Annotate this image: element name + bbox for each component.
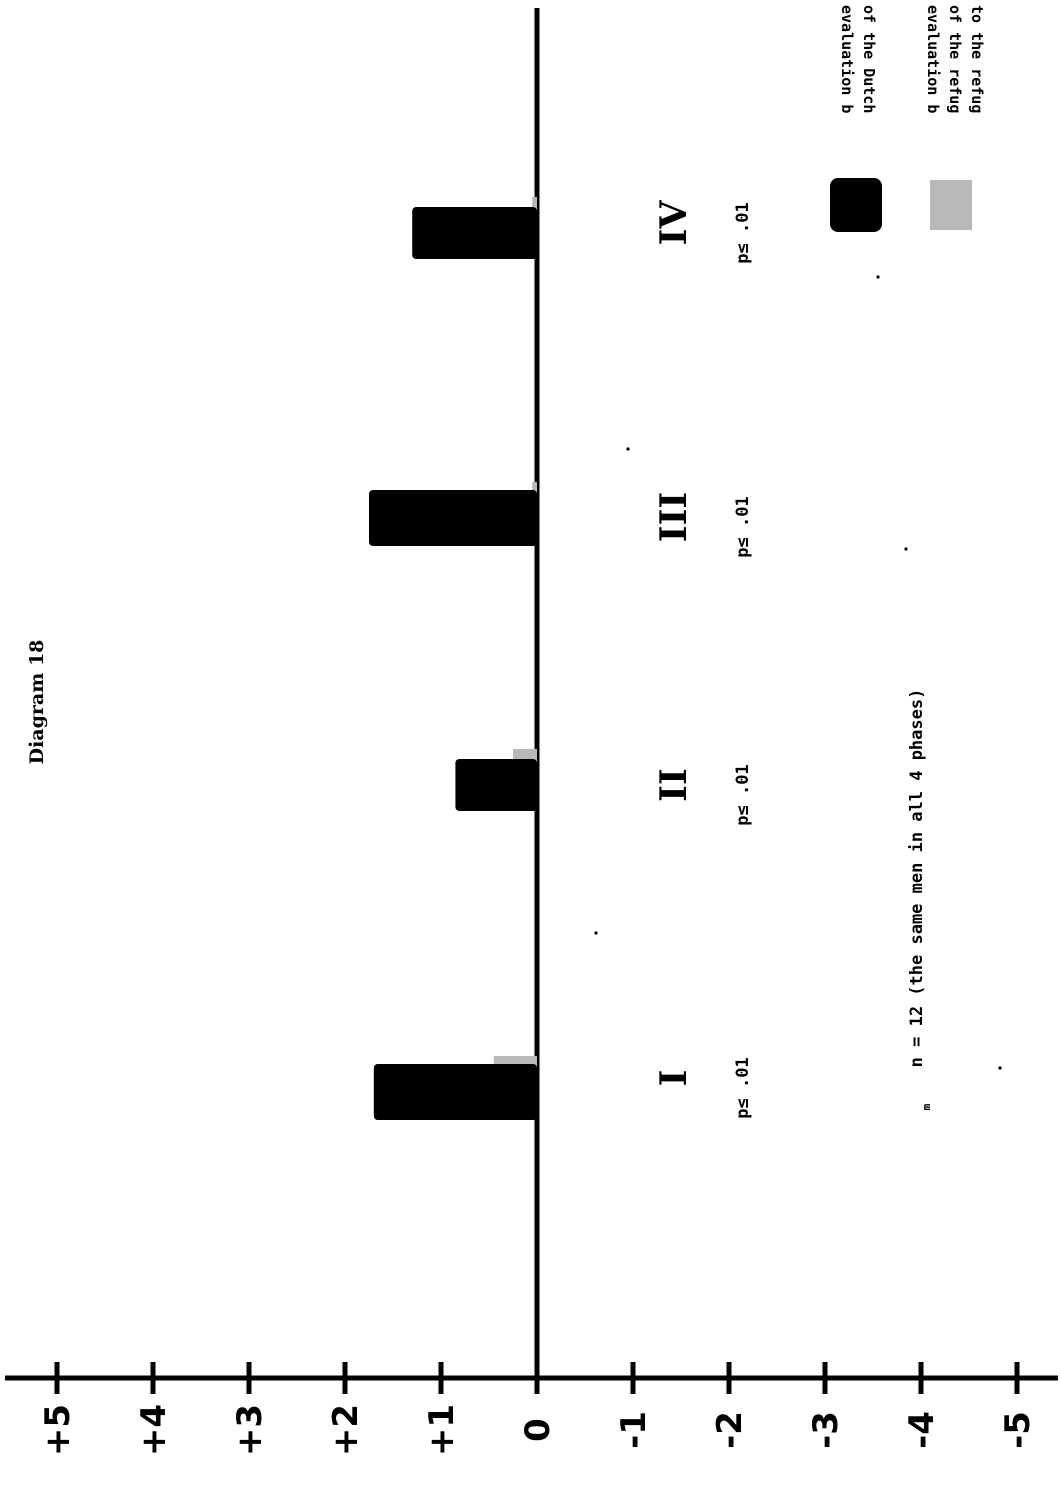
sample-note: n = 12 (the same men in all 4 phases) m: [907, 689, 933, 1111]
legend-swatch-refugees: [930, 180, 972, 230]
bar-dutch-IV: [412, 207, 537, 259]
significance-label-IV: p≤ .01: [733, 202, 753, 263]
y-tick-label-5: 0: [518, 1418, 558, 1442]
sample-note-subscript: m: [920, 1103, 933, 1110]
y-tick-label-9: -4: [902, 1411, 942, 1449]
category-label-III: III: [653, 492, 695, 543]
chart-title: Diagram 18: [26, 640, 48, 765]
y-tick-label-0: +5: [38, 1404, 78, 1456]
y-tick-label-1: +4: [134, 1404, 174, 1456]
bar-dutch-I: [373, 1064, 537, 1120]
scan-specks: [594, 275, 1002, 1070]
significance-label-II: p≤ .01: [733, 764, 753, 825]
legend-text-2-line-1: evaluation b: [924, 5, 942, 113]
y-tick-label-7: -2: [710, 1411, 750, 1449]
legend-text-2-line-2: of the refug: [946, 5, 964, 113]
y-tick-label-6: -1: [614, 1411, 654, 1449]
legend-text-1-line-2: of the Dutch: [860, 5, 878, 113]
significance-label-I: p≤ .01: [733, 1057, 753, 1118]
y-tick-label-2: +3: [230, 1404, 270, 1456]
y-tick-label-8: -3: [806, 1411, 846, 1449]
y-tick-label-10: -5: [998, 1411, 1038, 1449]
legend-swatch-dutch: [830, 178, 882, 232]
legend-text-2-line-3: to the refug: [968, 5, 986, 113]
y-tick-label-4: +1: [422, 1404, 462, 1456]
bar-dutch-II: [455, 759, 537, 811]
category-label-II: II: [653, 768, 695, 802]
sample-note-text: n = 12 (the same men in all 4 phases): [907, 689, 927, 1068]
y-tick-label-3: +2: [326, 1404, 366, 1456]
bar-dutch-III: [369, 490, 537, 546]
legend: evaluation b of the Dutch evaluation b o…: [830, 5, 986, 232]
significance-label-III: p≤ .01: [733, 496, 753, 557]
category-label-I: I: [653, 1070, 695, 1087]
legend-text-1-line-1: evaluation b: [838, 5, 856, 113]
category-label-IV: IV: [653, 200, 695, 246]
